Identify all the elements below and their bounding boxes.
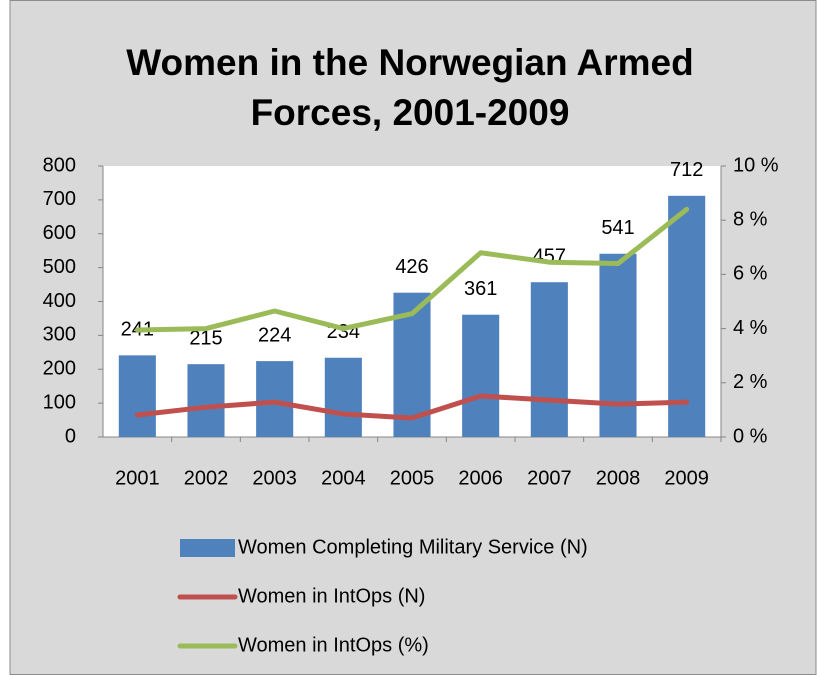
legend-label: Women Completing Military Service (N) <box>238 536 588 558</box>
bar-value-label: 215 <box>189 327 222 349</box>
y2-tick-label: 4 % <box>733 317 768 339</box>
bar <box>118 355 156 437</box>
y-tick-label: 700 <box>43 188 76 210</box>
bar <box>599 253 637 437</box>
y-tick-label: 0 <box>65 425 76 447</box>
bar <box>668 195 706 437</box>
y-tick-label: 600 <box>43 222 76 244</box>
y-tick-label: 800 <box>43 154 76 176</box>
y2-tick-label: 2 % <box>733 371 768 393</box>
bar <box>187 364 225 437</box>
x-tick-label: 2001 <box>115 467 160 489</box>
bar-value-label: 712 <box>670 159 703 181</box>
x-tick-label: 2005 <box>390 467 435 489</box>
y-tick-label: 200 <box>43 358 76 380</box>
line-series <box>134 393 690 421</box>
x-tick-label: 2007 <box>527 467 572 489</box>
y2-tick-label: 0 % <box>733 425 768 447</box>
x-tick-label: 2004 <box>321 467 366 489</box>
y-tick-label: 300 <box>43 324 76 346</box>
x-tick-label: 2009 <box>664 467 709 489</box>
x-tick-label: 2002 <box>184 467 229 489</box>
y2-tick-label: 6 % <box>733 263 768 285</box>
legend-swatch <box>180 539 235 557</box>
legend-label: Women in IntOps (N) <box>238 585 425 607</box>
x-tick-label: 2008 <box>596 467 641 489</box>
y-tick-label: 400 <box>43 290 76 312</box>
x-tick-label: 2003 <box>252 467 297 489</box>
chart-title: Women in the Norwegian Armed Forces, 200… <box>126 42 694 133</box>
y-tick-label: 500 <box>43 256 76 278</box>
bar-value-label: 361 <box>464 278 497 300</box>
y-tick-label: 100 <box>43 391 76 413</box>
x-tick-label: 2006 <box>458 467 503 489</box>
y2-tick-label: 10 % <box>733 154 779 176</box>
y2-tick-label: 8 % <box>733 208 768 230</box>
bar <box>324 357 362 437</box>
bar <box>530 282 568 437</box>
line-series <box>134 206 690 333</box>
bar <box>462 314 500 437</box>
bar-value-label: 224 <box>258 324 291 346</box>
bar-value-label: 426 <box>395 256 428 278</box>
bar-value-label: 541 <box>601 217 634 239</box>
legend-label: Women in IntOps (%) <box>238 634 429 656</box>
bar <box>256 361 294 437</box>
